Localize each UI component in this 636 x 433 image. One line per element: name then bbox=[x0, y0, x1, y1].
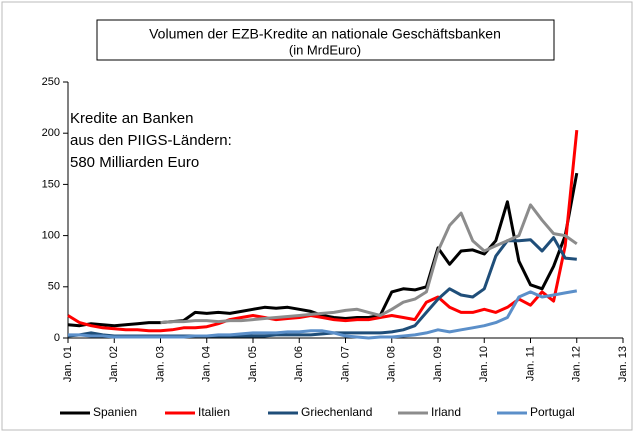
x-tick-label: Jan. 12 bbox=[571, 346, 583, 382]
y-tick-label: 100 bbox=[42, 230, 60, 242]
legend-label: Irland bbox=[431, 405, 461, 419]
x-tick-label: Jan. 07 bbox=[339, 346, 351, 382]
x-tick-label: Jan. 06 bbox=[293, 346, 305, 382]
y-tick-label: 150 bbox=[42, 178, 60, 190]
series-line bbox=[67, 172, 579, 328]
legend-label: Italien bbox=[198, 405, 230, 419]
x-tick-label: Jan. 09 bbox=[432, 346, 444, 382]
series-line bbox=[68, 289, 578, 340]
y-tick-label: 250 bbox=[42, 76, 60, 88]
x-tick-label: Jan. 08 bbox=[386, 346, 398, 382]
annotation: aus den PIIGS-Ländern: bbox=[70, 132, 232, 149]
legend-label: Portugal bbox=[530, 405, 575, 419]
annotation: Kredite an Banken bbox=[70, 110, 193, 127]
legend-label: Spanien bbox=[93, 405, 137, 419]
chart-subtitle: (in MrdEuro) bbox=[289, 42, 361, 57]
y-tick-label: 0 bbox=[54, 332, 60, 344]
x-tick-label: Jan. 10 bbox=[478, 346, 490, 382]
x-tick-label: Jan. 11 bbox=[524, 346, 536, 381]
legend-label: Griechenland bbox=[301, 405, 372, 419]
annotation: 580 Milliarden Euro bbox=[70, 154, 199, 171]
title-box bbox=[96, 19, 555, 61]
y-tick-label: 50 bbox=[48, 281, 60, 293]
y-tick-label: 200 bbox=[42, 127, 60, 139]
x-tick-label: Jan. 05 bbox=[247, 346, 259, 382]
x-tick-label: Jan. 02 bbox=[108, 346, 120, 382]
x-tick-label: Jan. 03 bbox=[154, 346, 166, 382]
chart-title: Volumen der EZB-Kredite an nationale Ges… bbox=[149, 26, 501, 42]
series-line bbox=[160, 203, 578, 325]
x-tick-label: Jan. 04 bbox=[201, 346, 213, 382]
x-tick-label: Jan. 01 bbox=[62, 346, 74, 382]
series-line bbox=[67, 129, 579, 333]
x-tick-label: Jan. 13 bbox=[617, 346, 629, 382]
